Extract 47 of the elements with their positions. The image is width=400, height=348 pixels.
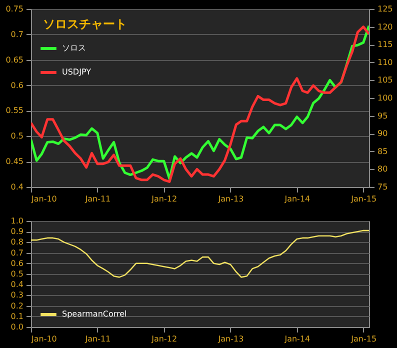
y-tick-label: 0.8 [10,238,24,247]
y-tick-label: 0.9 [10,227,24,236]
y2-tick-label: 75 [378,182,388,192]
y-tick-label: 0.6 [10,258,24,268]
legend-label: ソロス [62,44,86,52]
y-tick-label: 0.3 [10,290,24,300]
x-tick-label: Jan-10 [30,334,57,344]
y2-tick-label: 110 [378,58,393,67]
y-tick-label: 0.6 [10,80,24,90]
x-tick-label: Jan-11 [84,334,111,344]
y-tick-label: 0.1 [10,312,24,321]
y2-tick-label: 120 [378,22,393,32]
x-tick-label: Jan-13 [217,334,244,344]
y2-tick-label: 125 [378,4,393,14]
y-tick-label: 0.5 [10,270,24,278]
y-tick-label: 0.4 [10,280,24,290]
y2-tick-label: 95 [378,111,388,120]
y2-tick-label: 115 [378,40,393,50]
y2-tick-label: 100 [378,94,393,102]
y-tick-label: 0.0 [10,322,24,332]
x-tick-label: Jan-10 [30,194,57,204]
y2-tick-label: 105 [378,76,393,85]
y-tick-label: 0.45 [6,157,24,166]
y-tick-label: 0.55 [6,106,24,116]
text: ソロスチャート [43,17,127,31]
y-tick-label: 0.2 [10,301,24,310]
legend-label: SpearmanCorrel [62,310,127,318]
x-tick-label: Jan-15 [350,334,377,344]
y-tick-label: 0.65 [6,55,24,64]
x-tick-label: Jan-12 [150,334,178,344]
y2-tick-label: 90 [378,129,388,138]
legend-label: USDJPY [62,68,92,76]
x-tick-label: Jan-11 [84,194,111,204]
x-tick-label: Jan-12 [150,194,178,204]
y2-tick-label: 85 [378,146,388,156]
x-tick-label: Jan-15 [350,194,377,204]
x-tick-label: Jan-13 [217,194,244,204]
y-tick-label: 1.0 [10,216,24,226]
y-tick-label: 0.4 [10,182,24,192]
x-tick-label: Jan-14 [284,194,310,204]
y-tick-label: 0.5 [10,132,24,141]
y-tick-label: 0.75 [6,4,24,14]
x-tick-label: Jan-14 [284,334,310,344]
y2-tick-label: 80 [378,164,388,174]
line-series [31,230,369,278]
y-tick-label: 0.7 [10,248,24,258]
y-tick-label: 0.7 [10,30,24,39]
